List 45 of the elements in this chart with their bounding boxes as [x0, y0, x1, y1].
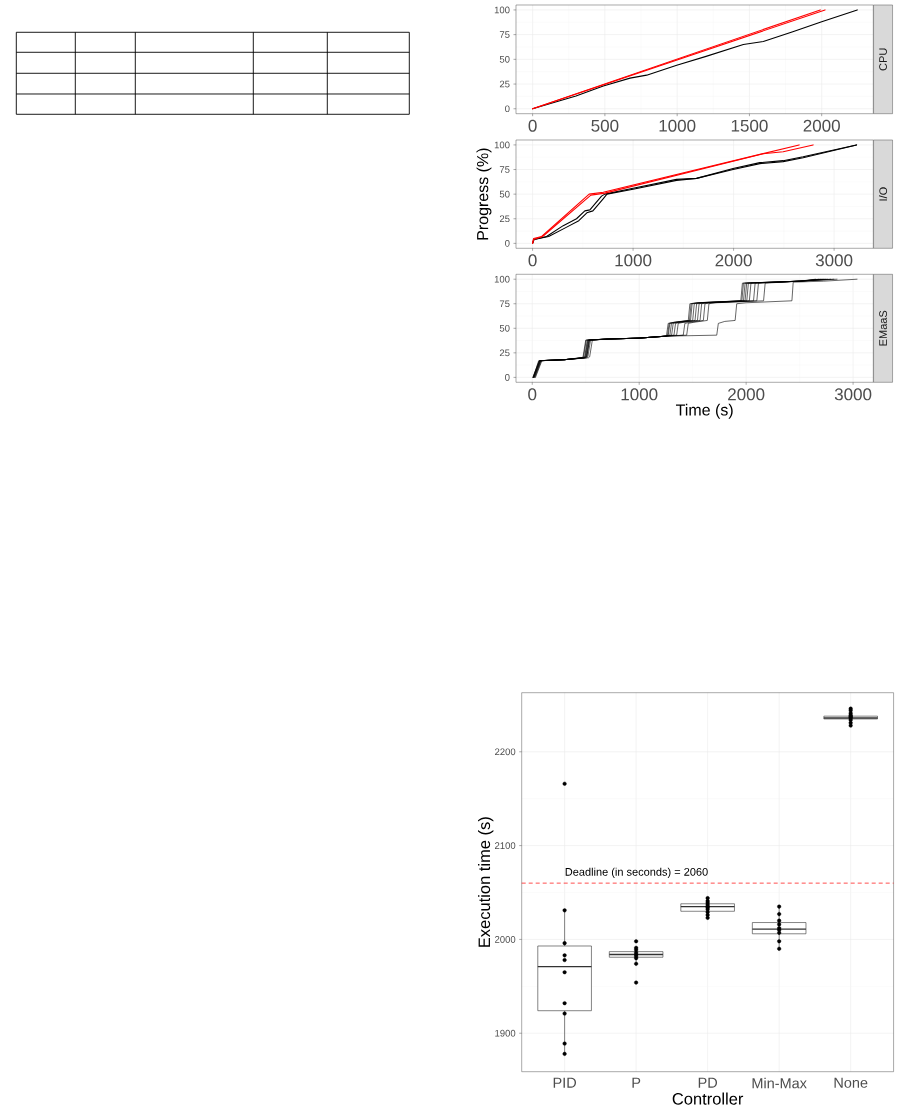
x-tick-label: P: [632, 1077, 641, 1088]
y-tick-label: 2200: [495, 748, 516, 756]
y-tick-label: 100: [494, 141, 510, 149]
y-tick-label: 75: [499, 31, 510, 38]
y-tick-label: 50: [499, 324, 510, 332]
y-tick-label: 100: [494, 275, 510, 283]
x-tick-label: 500: [591, 119, 619, 132]
x-tick-label: 0: [528, 119, 537, 132]
x-tick-label: 1000: [615, 254, 652, 267]
y-tick-label: 75: [499, 166, 510, 173]
x-axis-title: Time (s): [675, 403, 733, 419]
x-tick-label: Min-Max: [752, 1077, 807, 1089]
x-tick-label: 3000: [834, 388, 872, 401]
x-tick-label: PD: [698, 1077, 718, 1088]
y-tick-label: 1900: [495, 1029, 516, 1037]
x-tick-label: 3000: [815, 254, 853, 267]
x-tick-label: 2000: [803, 119, 840, 132]
text: EMaaS: [879, 310, 887, 346]
y-tick-label: 50: [499, 55, 510, 63]
y-tick-label: 0: [505, 105, 510, 113]
y-tick-label: 50: [499, 190, 510, 198]
x-tick-label: 2000: [715, 254, 752, 267]
y-tick-label: 2100: [495, 842, 516, 849]
y-tick-label: 0: [505, 240, 510, 247]
x-tick-label: 1500: [731, 119, 768, 132]
text: CPU: [879, 48, 887, 71]
y-tick-label: 2000: [495, 936, 516, 943]
y-axis-title: Progress (%): [476, 148, 492, 240]
text: I/O: [879, 187, 888, 201]
y-tick-label: 25: [499, 215, 510, 223]
x-tick-label: 0: [528, 388, 537, 401]
x-axis-title: Controller: [672, 1092, 744, 1105]
x-tick-label: None: [834, 1077, 868, 1088]
x-tick-label: 1000: [621, 388, 658, 401]
y-axis-title: Execution time (s): [478, 817, 494, 947]
x-tick-label: 0: [528, 254, 537, 267]
x-tick-label: 1000: [659, 119, 696, 132]
y-tick-label: 25: [499, 80, 510, 88]
y-tick-label: 100: [494, 6, 510, 14]
y-tick-label: 25: [499, 349, 510, 357]
x-tick-label: PID: [553, 1077, 577, 1088]
y-tick-label: 0: [505, 374, 510, 381]
y-tick-label: 75: [499, 300, 510, 308]
ref-line-label: Deadline (in seconds) = 2060: [565, 867, 708, 878]
x-tick-label: 2000: [728, 388, 765, 401]
